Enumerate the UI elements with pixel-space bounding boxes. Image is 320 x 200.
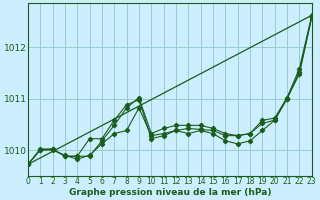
X-axis label: Graphe pression niveau de la mer (hPa): Graphe pression niveau de la mer (hPa) [68, 188, 271, 197]
